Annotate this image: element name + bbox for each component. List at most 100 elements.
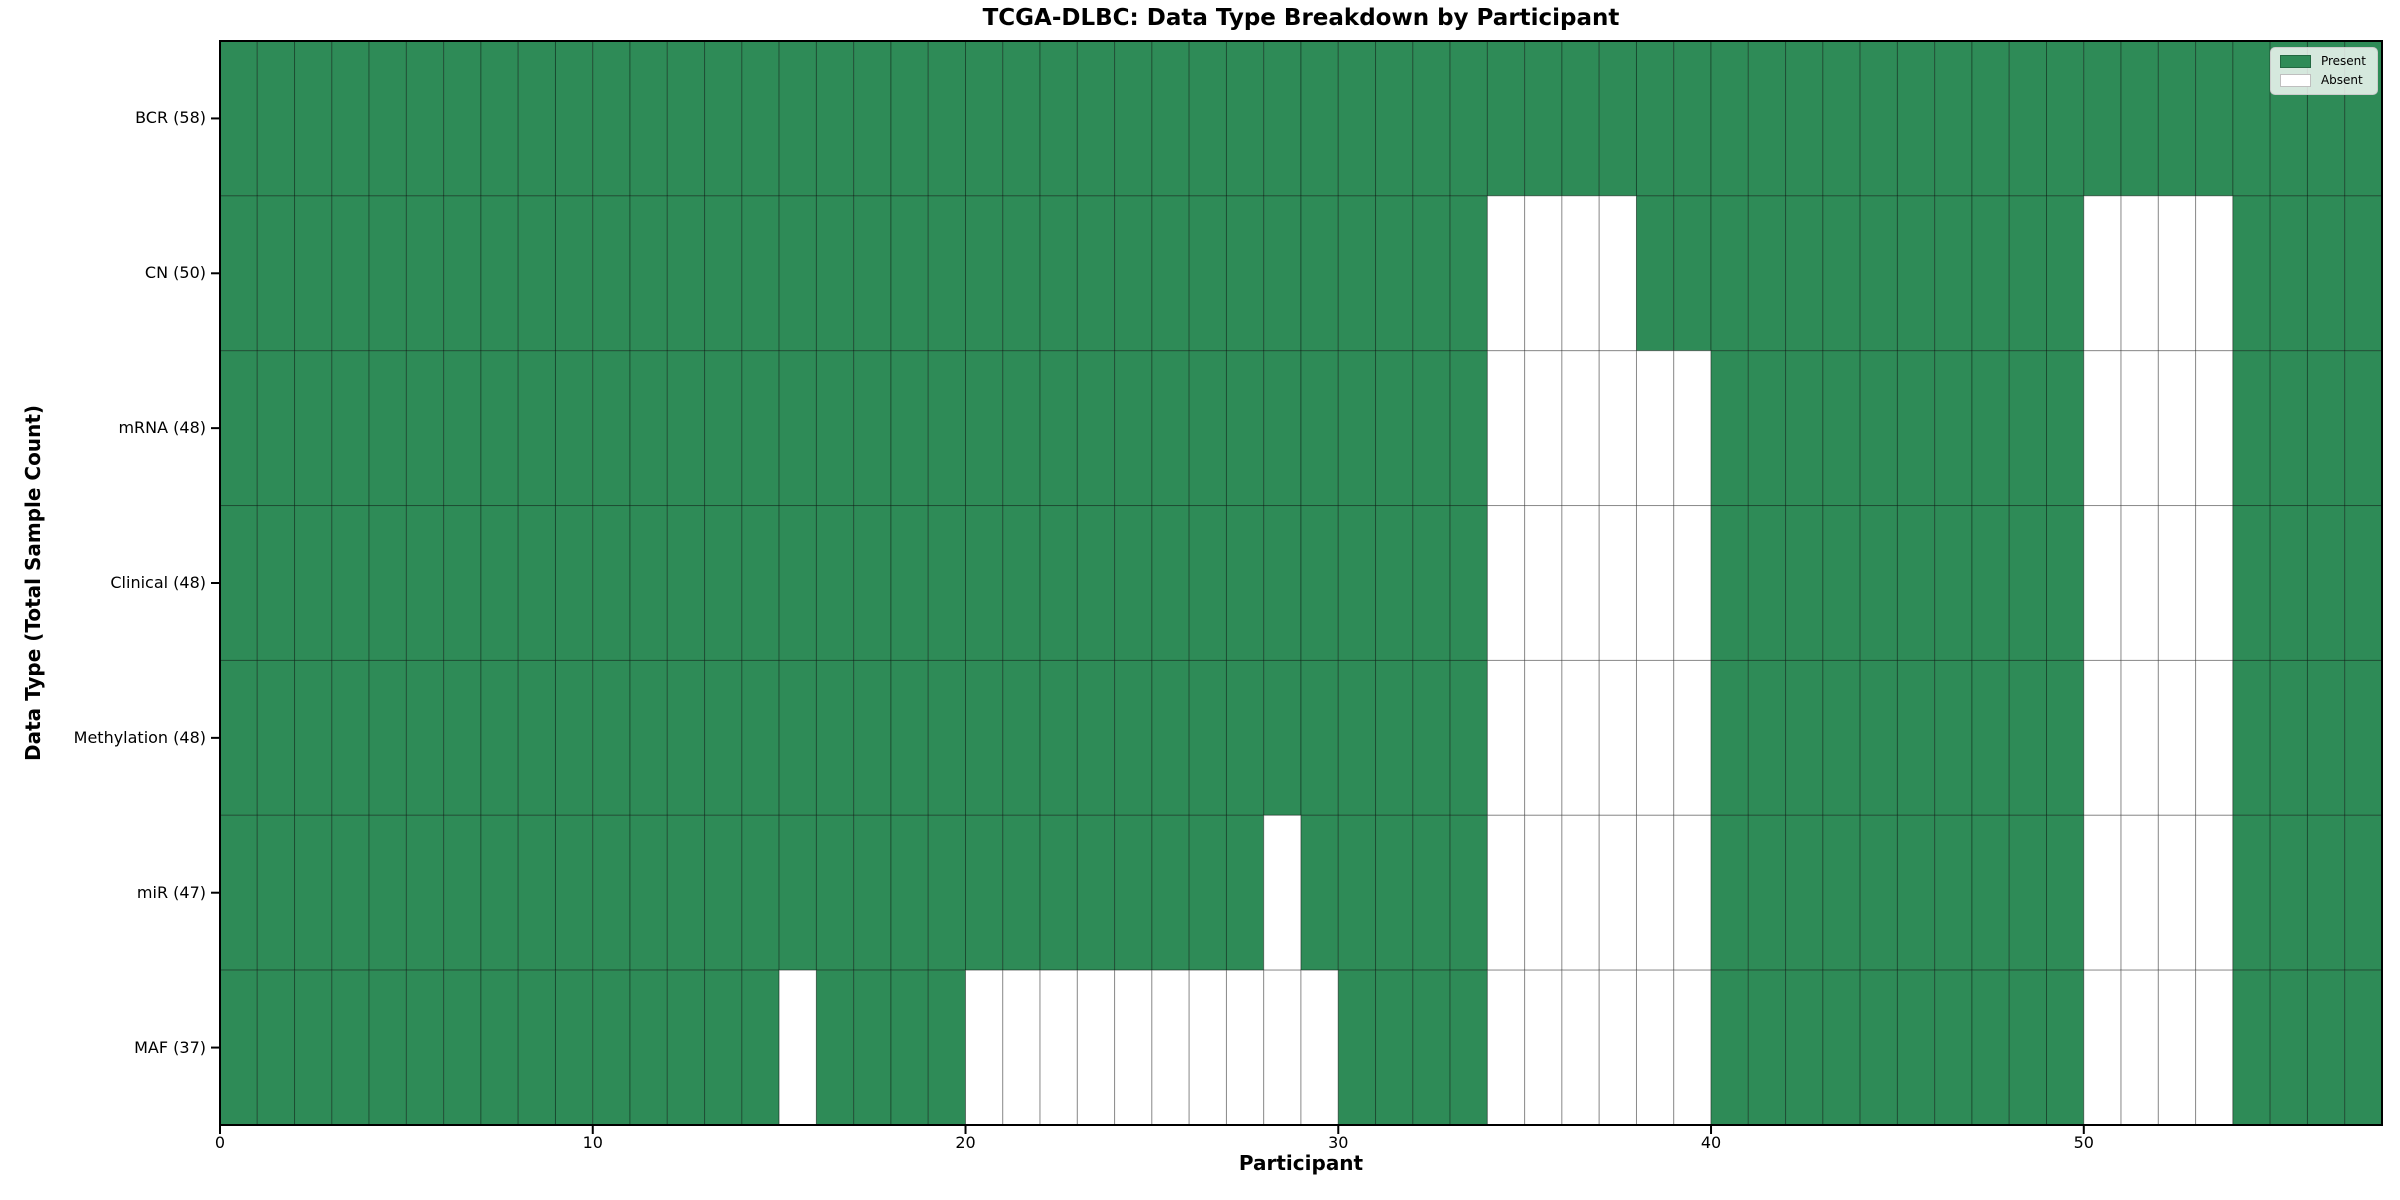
- cell: [1524, 350, 1563, 507]
- cell: [2306, 350, 2346, 507]
- chart-title: TCGA-DLBC: Data Type Breakdown by Partic…: [982, 5, 1620, 31]
- cell: [965, 814, 1004, 971]
- cell: [1785, 350, 1824, 507]
- y-tick-label: Methylation (48): [73, 727, 206, 747]
- cell: [1151, 969, 1190, 1126]
- cell: [1300, 350, 1339, 507]
- cell: [219, 814, 258, 971]
- cell: [219, 505, 258, 661]
- cell: [629, 195, 668, 352]
- cell: [815, 814, 855, 971]
- cell: [1859, 195, 1898, 352]
- y-tick-label: Clinical (48): [110, 573, 206, 592]
- cell: [2008, 350, 2048, 507]
- cell: [1822, 969, 1861, 1126]
- cell: [1635, 40, 1675, 197]
- cell: [1822, 195, 1861, 352]
- cell: [666, 659, 706, 816]
- cell: [741, 195, 780, 352]
- cell: [2232, 350, 2271, 507]
- cell: [741, 505, 780, 661]
- cell: [1225, 40, 1265, 197]
- x-tick-label: 50: [2073, 1133, 2094, 1152]
- cell: [704, 40, 743, 197]
- cell: [294, 195, 333, 352]
- x-tick-label: 20: [955, 1133, 976, 1152]
- cell: [294, 505, 333, 661]
- cell: [815, 195, 855, 352]
- cell: [219, 195, 258, 352]
- x-tick-label: 30: [1328, 1133, 1349, 1152]
- cell: [741, 814, 780, 971]
- cell: [1859, 350, 1898, 507]
- cell: [256, 814, 296, 971]
- cell: [1673, 505, 1712, 661]
- cell: [2120, 969, 2159, 1126]
- legend-swatch-present: [2279, 55, 2311, 68]
- cell: [1561, 195, 1600, 352]
- cell: [1896, 350, 1936, 507]
- cell: [443, 350, 482, 507]
- cell: [1225, 659, 1265, 816]
- cell: [1188, 40, 1227, 197]
- cell: [554, 659, 594, 816]
- cell: [1486, 195, 1526, 352]
- legend-label-present: Present: [2320, 54, 2366, 68]
- cell: [965, 195, 1004, 352]
- cell: [1263, 195, 1302, 352]
- cell: [592, 659, 631, 816]
- cell: [666, 969, 706, 1126]
- cell: [2157, 40, 2197, 197]
- cell: [1971, 40, 2010, 197]
- cell: [2046, 40, 2085, 197]
- cell: [480, 814, 519, 971]
- cell: [1225, 505, 1265, 661]
- cell: [331, 350, 370, 507]
- cell: [1896, 814, 1936, 971]
- cell: [1300, 814, 1339, 971]
- cell: [256, 350, 296, 507]
- cell: [1561, 505, 1600, 661]
- cell: [2083, 969, 2122, 1126]
- cell: [1039, 814, 1078, 971]
- cell: [1598, 40, 1637, 197]
- cell: [2008, 659, 2048, 816]
- cell: [853, 40, 892, 197]
- cell: [1002, 814, 1041, 971]
- cell: [1375, 659, 1414, 816]
- cell: [890, 814, 929, 971]
- cell: [1039, 659, 1078, 816]
- cell: [2195, 659, 2234, 816]
- cell: [2046, 659, 2085, 816]
- cell: [2344, 505, 2383, 661]
- cell: [1337, 659, 1377, 816]
- cell: [480, 969, 519, 1126]
- cell: [2083, 195, 2122, 352]
- cell: [2046, 814, 2085, 971]
- cell: [1635, 195, 1675, 352]
- cell: [219, 350, 258, 507]
- cell: [815, 350, 855, 507]
- cell: [1225, 350, 1265, 507]
- cell: [331, 40, 370, 197]
- cell: [219, 969, 258, 1126]
- cell: [704, 659, 743, 816]
- cell: [1971, 195, 2010, 352]
- cell: [1710, 40, 1749, 197]
- cell: [517, 814, 556, 971]
- cell: [1375, 505, 1414, 661]
- cell: [2195, 350, 2234, 507]
- y-tick-label: MAF (37): [134, 1037, 206, 1057]
- cell: [1896, 505, 1936, 661]
- cell: [1188, 505, 1227, 661]
- cell: [1896, 195, 1936, 352]
- cell: [1449, 350, 1488, 507]
- cell: [405, 40, 445, 197]
- cell: [2195, 814, 2234, 971]
- cell: [1747, 814, 1787, 971]
- cell: [2269, 505, 2308, 661]
- cell: [1859, 505, 1898, 661]
- cell: [554, 505, 594, 661]
- cell: [853, 195, 892, 352]
- cell: [1337, 814, 1377, 971]
